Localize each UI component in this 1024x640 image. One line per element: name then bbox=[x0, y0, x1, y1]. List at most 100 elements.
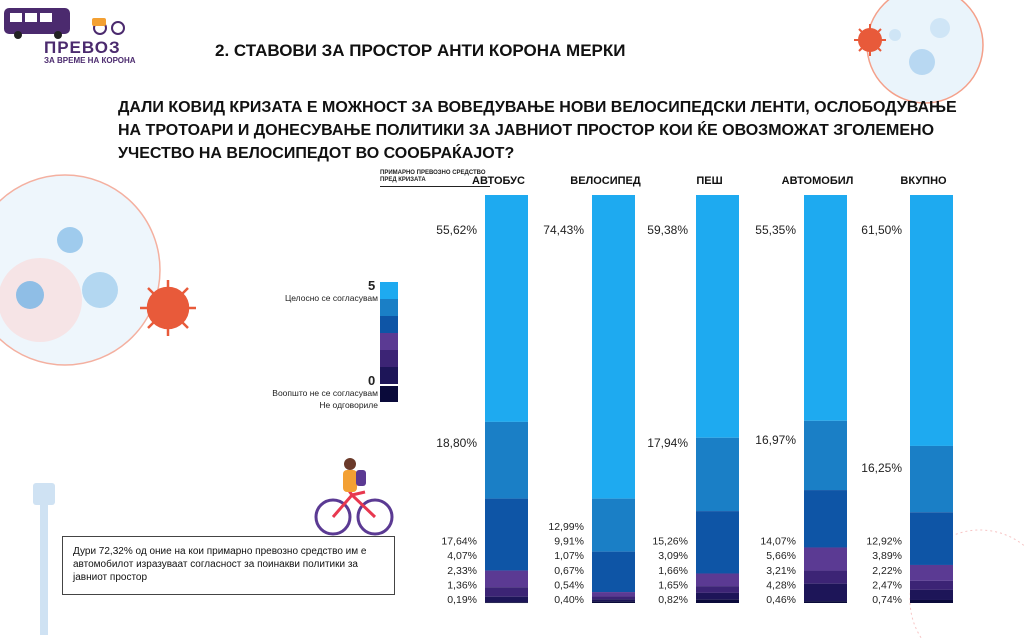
legend-bottom-number: 0 bbox=[368, 373, 376, 388]
bar-segment-3-5 bbox=[804, 583, 847, 602]
street-lamp bbox=[33, 483, 55, 635]
virus-icon bbox=[854, 24, 886, 56]
data-label-low-1-1: 9,91% bbox=[554, 536, 584, 548]
data-label-mid-0: 18,80% bbox=[436, 436, 477, 450]
legend-swatch-4 bbox=[380, 350, 398, 367]
category-label-0: АВТОБУС bbox=[472, 175, 525, 187]
bar-segment-1-1 bbox=[592, 498, 635, 552]
bar-segment-0-0 bbox=[485, 195, 528, 422]
bar-segment-4-1 bbox=[910, 445, 953, 513]
data-label-low-4-0: 12,92% bbox=[866, 536, 902, 548]
data-label-low-3-0: 14,07% bbox=[760, 536, 796, 548]
bar-segment-0-5 bbox=[485, 596, 528, 603]
bus-logo-icon bbox=[4, 8, 125, 39]
bar-segment-2-0 bbox=[696, 195, 739, 438]
bar-segment-3-3 bbox=[804, 547, 847, 571]
bar-segment-3-1 bbox=[804, 420, 847, 491]
data-label-low-0-3: 1,36% bbox=[447, 579, 477, 591]
note-box: Дури 72,32% од оние на кои примарно прев… bbox=[62, 536, 395, 595]
bar-segment-0-3 bbox=[485, 570, 528, 588]
bar-segment-3-4 bbox=[804, 570, 847, 584]
legend-top-label: Целосно се согласувам bbox=[284, 293, 378, 303]
cyclist-illustration bbox=[314, 458, 394, 536]
data-label-mid-4: 16,25% bbox=[861, 461, 902, 475]
bar-segment-3-2 bbox=[804, 490, 847, 548]
legend-swatch-1 bbox=[380, 299, 398, 316]
legend-swatch-3 bbox=[380, 333, 398, 350]
bar-segment-1-6 bbox=[592, 601, 635, 603]
bar-segment-2-5 bbox=[696, 592, 739, 600]
data-label-low-0-2: 2,33% bbox=[447, 565, 477, 577]
data-label-low-3-3: 4,28% bbox=[766, 579, 796, 591]
bar-segment-2-6 bbox=[696, 599, 739, 603]
bar-segment-4-5 bbox=[910, 589, 953, 600]
bar-segment-1-0 bbox=[592, 195, 635, 499]
legend-swatch-2 bbox=[380, 316, 398, 333]
data-label-low-4-2: 2,22% bbox=[872, 565, 902, 577]
data-label-low-1-5: 0,40% bbox=[554, 594, 584, 606]
data-label-low-2-1: 3,09% bbox=[658, 550, 688, 562]
data-label-top-2: 59,38% bbox=[647, 223, 688, 237]
data-label-low-3-1: 5,66% bbox=[766, 550, 796, 562]
data-label-low-0-1: 4,07% bbox=[447, 550, 477, 562]
data-label-low-1-4: 0,54% bbox=[554, 579, 584, 591]
data-label-low-1-3: 0,67% bbox=[554, 565, 584, 577]
bar-segment-3-6 bbox=[804, 601, 847, 603]
data-label-low-4-3: 2,47% bbox=[872, 579, 902, 591]
axis-note: ПРИМАРНО ПРЕВОЗНО СРЕДСТВО ПРЕД КРИЗАТА bbox=[380, 170, 490, 187]
question-text: ДАЛИ КОВИД КРИЗАТА Е МОЖНОСТ ЗА ВОВЕДУВА… bbox=[118, 99, 957, 162]
category-label-4: ВКУПНО bbox=[900, 175, 947, 187]
data-label-low-2-0: 15,26% bbox=[652, 536, 688, 548]
data-label-low-0-4: 0,19% bbox=[447, 594, 477, 606]
section-title: 2. СТАВОВИ ЗА ПРОСТОР АНТИ КОРОНА МЕРКИ bbox=[215, 41, 626, 60]
bar-segment-1-5 bbox=[592, 599, 635, 602]
data-label-top-3: 55,35% bbox=[755, 223, 796, 237]
bar-segment-4-0 bbox=[910, 195, 953, 446]
data-label-low-2-4: 0,82% bbox=[658, 594, 688, 606]
data-label-low-3-4: 0,46% bbox=[766, 594, 796, 606]
bar-segment-4-6 bbox=[910, 599, 953, 603]
data-label-top-4: 61,50% bbox=[861, 223, 902, 237]
data-label-low-4-1: 3,89% bbox=[872, 550, 902, 562]
legend-swatch-6 bbox=[380, 386, 398, 402]
data-label-top-0: 55,62% bbox=[436, 223, 477, 237]
bar-segment-0-4 bbox=[485, 587, 528, 597]
logo-subtitle: ЗА ВРЕМЕ НА КОРОНА bbox=[44, 56, 136, 65]
category-label-1: ВЕЛОСИПЕД bbox=[570, 175, 641, 187]
data-label-top-1: 74,43% bbox=[543, 223, 584, 237]
bar-segment-4-2 bbox=[910, 512, 953, 565]
bar-segment-1-2 bbox=[592, 551, 635, 593]
bar-segment-4-3 bbox=[910, 564, 953, 581]
data-label-low-1-2: 1,07% bbox=[554, 550, 584, 562]
data-label-mid-2: 17,94% bbox=[647, 436, 688, 450]
bar-segment-0-6 bbox=[485, 602, 528, 604]
data-label-low-0-0: 17,64% bbox=[441, 536, 477, 548]
virus-icon-left bbox=[140, 280, 196, 336]
data-label-low-2-2: 1,66% bbox=[658, 565, 688, 577]
bar-segment-1-3 bbox=[592, 592, 635, 597]
bar-segment-4-4 bbox=[910, 580, 953, 590]
bar-segment-0-1 bbox=[485, 421, 528, 499]
legend-swatches bbox=[380, 282, 398, 402]
category-label-2: ПЕШ bbox=[696, 175, 722, 187]
legend-swatch-0 bbox=[380, 282, 398, 299]
bar-segment-3-0 bbox=[804, 195, 847, 421]
bar-segment-2-1 bbox=[696, 437, 739, 512]
data-label-low-1-0: 12,99% bbox=[548, 521, 584, 533]
data-label-low-2-3: 1,65% bbox=[658, 579, 688, 591]
logo-title: ПРЕВОЗ bbox=[44, 38, 121, 57]
bar-segment-0-2 bbox=[485, 498, 528, 571]
legend-swatch-5 bbox=[380, 367, 398, 384]
data-label-mid-3: 16,97% bbox=[755, 433, 796, 447]
bar-segment-1-4 bbox=[592, 596, 635, 600]
legend-bottom-label: Воопшто не се согласувам bbox=[272, 388, 378, 398]
category-label-3: АВТОМОБИЛ bbox=[782, 175, 854, 187]
bar-segment-2-4 bbox=[696, 586, 739, 593]
data-label-low-4-4: 0,74% bbox=[872, 594, 902, 606]
stacked-bar-chart: АВТОБУС 55,62% 18,80% 17,64% 4,07% 2,33% 1,36%… bbox=[436, 175, 953, 606]
bar-segment-2-3 bbox=[696, 573, 739, 587]
legend-no-answer-label: Не одговориле bbox=[319, 400, 378, 410]
bar-segment-2-2 bbox=[696, 511, 739, 574]
legend-top-number: 5 bbox=[368, 278, 376, 293]
